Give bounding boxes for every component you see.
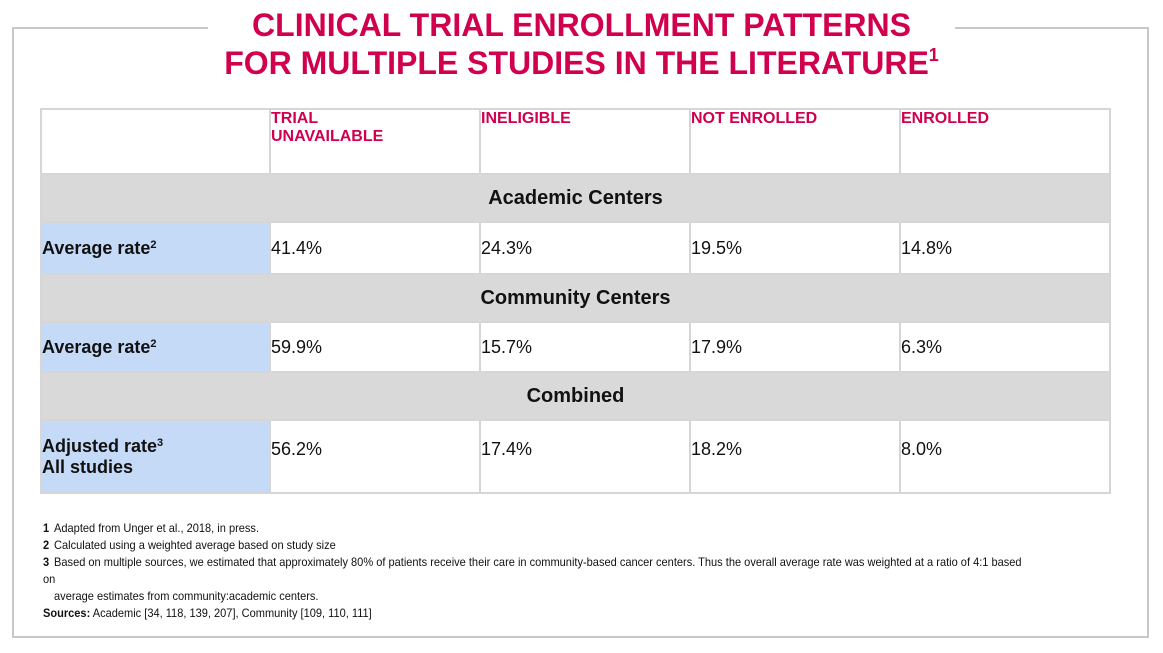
row-label: Average rate2 xyxy=(40,221,271,275)
title-footnote-marker: 1 xyxy=(928,45,939,65)
table-row: Average rate2 59.9% 15.7% 17.9% 6.3% xyxy=(40,321,1111,373)
footnote-3: 3 Based on multiple sources, we estimated… xyxy=(43,555,1022,603)
title-line-2: FOR MULTIPLE STUDIES IN THE LITERATURE xyxy=(224,45,929,81)
cell-ineligible: 15.7% xyxy=(479,321,691,373)
cell-not-enrolled: 17.9% xyxy=(689,321,901,373)
cell-trial-unavailable: 41.4% xyxy=(269,221,481,275)
footnotes: 1 Adapted from Unger et al., 2018, in pre… xyxy=(43,520,1037,622)
header-enrolled: ENROLLED xyxy=(899,108,1111,175)
cell-enrolled: 14.8% xyxy=(899,221,1111,275)
row-label: Average rate2 xyxy=(40,321,271,373)
header-not-enrolled: NOT ENROLLED xyxy=(689,108,901,175)
cell-ineligible: 17.4% xyxy=(479,419,691,494)
cell-trial-unavailable: 56.2% xyxy=(269,419,481,494)
header-trial-unavailable: TRIAL UNAVAILABLE xyxy=(269,108,481,175)
cell-enrolled: 6.3% xyxy=(899,321,1111,373)
section-row: Academic Centers xyxy=(40,173,1111,223)
title-background: CLINICAL TRIAL ENROLLMENT PATTERNS FOR M… xyxy=(208,6,955,82)
footnote-1: 1 Adapted from Unger et al., 2018, in pre… xyxy=(43,521,260,535)
section-heading-combined: Combined xyxy=(40,371,1111,421)
sources-line: Sources: Academic [34, 118, 139, 207], C… xyxy=(43,606,372,620)
section-row: Community Centers xyxy=(40,273,1111,323)
section-heading-academic: Academic Centers xyxy=(40,173,1111,223)
table-header-row: TRIAL UNAVAILABLE INELIGIBLE NOT ENROLLE… xyxy=(40,108,1111,175)
table-row: Average rate2 41.4% 24.3% 19.5% 14.8% xyxy=(40,221,1111,275)
cell-trial-unavailable: 59.9% xyxy=(269,321,481,373)
header-ineligible: INELIGIBLE xyxy=(479,108,691,175)
cell-enrolled: 8.0% xyxy=(899,419,1111,494)
table-row: Adjusted rate3 All studies 56.2% 17.4% 18… xyxy=(40,419,1111,494)
header-empty-cell xyxy=(40,108,271,175)
section-row: Combined xyxy=(40,371,1111,421)
cell-not-enrolled: 18.2% xyxy=(689,419,901,494)
figure-title: CLINICAL TRIAL ENROLLMENT PATTERNS FOR M… xyxy=(0,6,1163,82)
row-label: Adjusted rate3 All studies xyxy=(40,419,271,494)
cell-not-enrolled: 19.5% xyxy=(689,221,901,275)
enrollment-table: TRIAL UNAVAILABLE INELIGIBLE NOT ENROLLE… xyxy=(40,108,1111,494)
cell-ineligible: 24.3% xyxy=(479,221,691,275)
section-heading-community: Community Centers xyxy=(40,273,1111,323)
title-line-1: CLINICAL TRIAL ENROLLMENT PATTERNS xyxy=(252,7,911,43)
footnote-2: 2 Calculated using a weighted average bas… xyxy=(43,538,336,552)
